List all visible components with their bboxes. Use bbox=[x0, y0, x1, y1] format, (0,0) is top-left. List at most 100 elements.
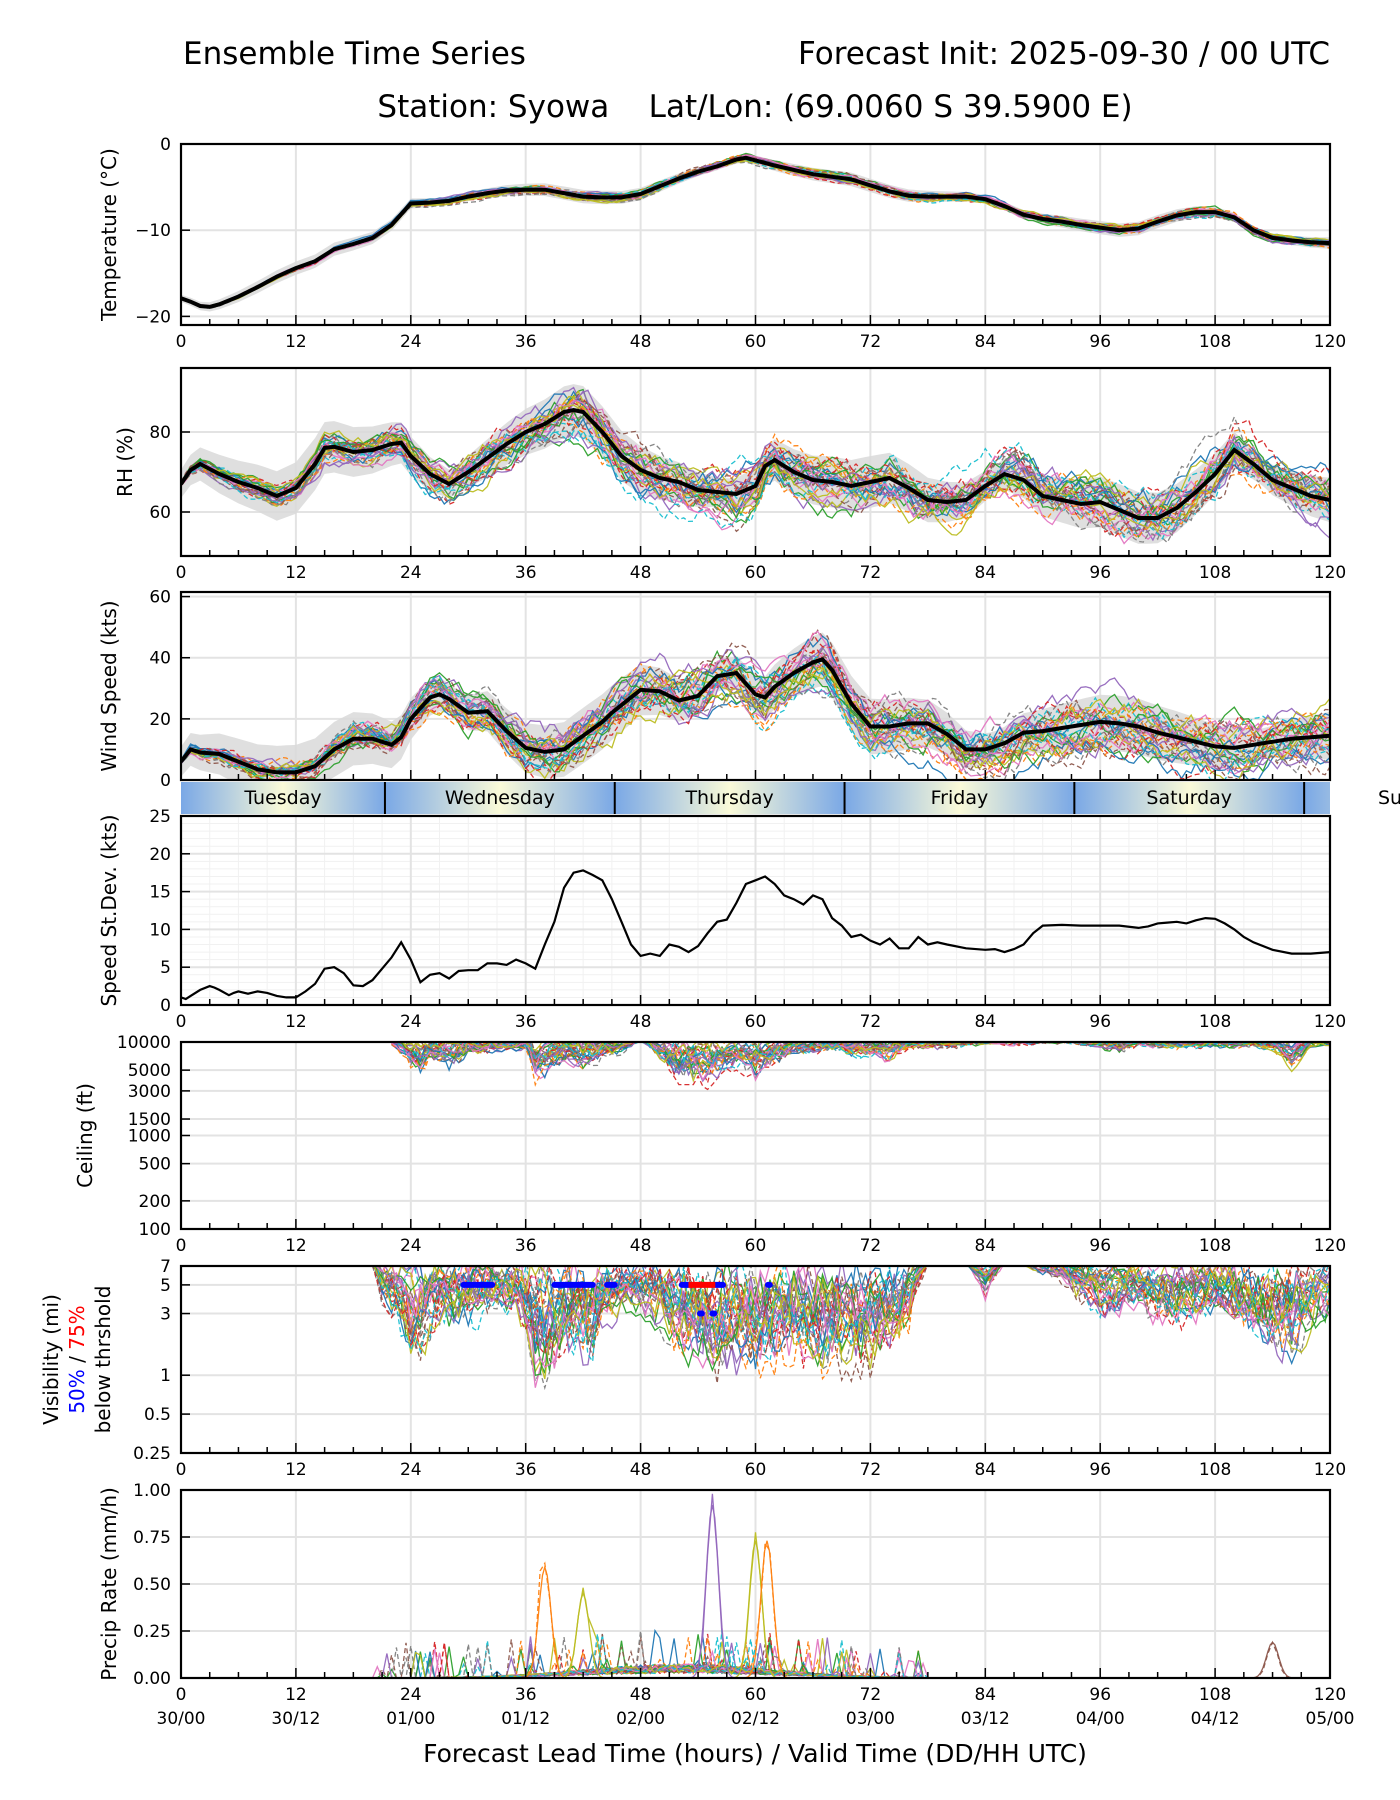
plot-area bbox=[181, 152, 1330, 312]
x-tick-label: 60 bbox=[745, 1012, 767, 1032]
ensemble-member-line bbox=[401, 1042, 1330, 1073]
y-tick-label: 60 bbox=[149, 588, 171, 608]
x-tick-label: 0 bbox=[176, 1685, 187, 1705]
x-tick-label: 36 bbox=[515, 563, 537, 583]
day-label-friday: Friday bbox=[931, 787, 989, 809]
x-tick-label: 108 bbox=[1199, 332, 1231, 352]
title-left: Ensemble Time Series bbox=[183, 36, 526, 72]
y-tick-label: 0.75 bbox=[133, 1528, 171, 1548]
precip-peak-line bbox=[683, 1504, 742, 1678]
ensemble-member-line bbox=[181, 404, 1330, 536]
y-tick-label: 500 bbox=[139, 1155, 171, 1175]
x-tick-label: 96 bbox=[1089, 1685, 1111, 1705]
y-tick-label: 5 bbox=[160, 958, 171, 978]
x-tick-label: 12 bbox=[285, 332, 307, 352]
day-label-saturday: Saturday bbox=[1146, 787, 1232, 809]
valid-time-label: 05/00 bbox=[1306, 1709, 1355, 1729]
y-tick-label: 1.00 bbox=[133, 1481, 171, 1501]
x-tick-label: 96 bbox=[1089, 332, 1111, 352]
x-tick-label: 84 bbox=[974, 1460, 996, 1480]
day-band-segment bbox=[1074, 782, 1305, 814]
x-tick-label: 96 bbox=[1089, 1460, 1111, 1480]
ensemble-member-line bbox=[181, 666, 1330, 779]
panel-wind-speed: 0 20 40 60 Wind Speed (kts) bbox=[97, 588, 1332, 791]
x-tick-label: 12 bbox=[285, 563, 307, 583]
y-tick-label: 0.50 bbox=[133, 1575, 171, 1595]
title-right: Forecast Init: 2025-09-30 / 00 UTC bbox=[798, 36, 1330, 72]
x-tick-label: 120 bbox=[1314, 563, 1346, 583]
x-tick-label: 72 bbox=[860, 563, 882, 583]
ensemble-mean-line bbox=[181, 155, 1330, 309]
x-tick-label: 48 bbox=[630, 1460, 652, 1480]
y-tick-label: 7 bbox=[160, 1257, 171, 1277]
plot-area bbox=[181, 869, 1330, 1001]
ensemble-member-line bbox=[181, 1633, 1330, 1678]
plot-area bbox=[181, 384, 1330, 545]
ensemble-member-line bbox=[391, 1042, 1306, 1082]
valid-time-label: 03/00 bbox=[846, 1709, 895, 1729]
x-tick-label: 84 bbox=[974, 1685, 996, 1705]
y-tick-label: 80 bbox=[149, 423, 171, 443]
ensemble-member-line bbox=[181, 645, 1330, 776]
x-tick-label: 12 bbox=[285, 1236, 307, 1256]
y-axis-label-threshold-desc: below thrshold bbox=[91, 1286, 115, 1434]
y-tick-label: 25 bbox=[149, 807, 171, 827]
ensemble-member-line bbox=[181, 393, 1330, 528]
x-tick-label: 96 bbox=[1089, 1012, 1111, 1032]
ensemble-member-line bbox=[391, 1042, 1323, 1087]
subtitle-station: Station: Syowa Lat/Lon: (69.0060 S 39.59… bbox=[377, 89, 1132, 125]
y-tick-label: 5000 bbox=[128, 1061, 171, 1081]
ensemble-member-line bbox=[181, 415, 1330, 528]
y-axis-label: Speed St.Dev. (kts) bbox=[97, 814, 121, 1006]
x-tick-label: 84 bbox=[974, 332, 996, 352]
x-tick-label: 12 bbox=[285, 1012, 307, 1032]
x-tick-label: 120 bbox=[1314, 1460, 1346, 1480]
x-tick-label: 60 bbox=[745, 1236, 767, 1256]
y-tick-label: 0.5 bbox=[144, 1405, 171, 1425]
x-tick-label: 24 bbox=[400, 1236, 422, 1256]
ensemble-member-line bbox=[181, 388, 1330, 539]
x-tick-label: 96 bbox=[1089, 563, 1111, 583]
y-tick-label: 0 bbox=[160, 996, 171, 1016]
day-band-segment bbox=[1304, 782, 1330, 814]
day-label-wednesday: Wednesday bbox=[445, 787, 555, 809]
ensemble-member-line bbox=[181, 416, 1330, 531]
ensemble-member-line bbox=[181, 669, 1330, 778]
y-tick-label: 100 bbox=[139, 1220, 171, 1240]
day-band-segment bbox=[844, 782, 1075, 814]
y-axis-label: Precip Rate (mm/h) bbox=[97, 1487, 121, 1681]
ensemble-mean-line bbox=[181, 407, 1330, 520]
valid-time-label: 30/00 bbox=[157, 1709, 206, 1729]
panel-rh: 60 80 0 12 24 36 48 60 72 84 96 108 120 RH (%) bbox=[113, 366, 1346, 583]
day-band-segment bbox=[181, 782, 385, 814]
day-label-thursday: Thursday bbox=[684, 787, 773, 809]
threshold-legend-part: 50% bbox=[65, 1369, 89, 1413]
x-tick-label: 12 bbox=[285, 1685, 307, 1705]
y-axis-label-threshold: 50% / 75% bbox=[65, 1305, 89, 1413]
x-tick-label: 108 bbox=[1199, 1460, 1231, 1480]
y-axis-label: Temperature (°C) bbox=[97, 148, 121, 322]
ensemble-member-line bbox=[375, 1266, 1330, 1369]
y-tick-label: 60 bbox=[149, 503, 171, 523]
x-tick-label: 36 bbox=[515, 1460, 537, 1480]
x-tick-label: 60 bbox=[745, 563, 767, 583]
x-tick-label: 108 bbox=[1199, 1012, 1231, 1032]
y-tick-label: 0.25 bbox=[133, 1622, 171, 1642]
panel-visibility: 0.25 0.5 1 3 57 0 12 24 36 48 60 72 84 96 108 120 Visibi… bbox=[39, 1257, 1346, 1480]
threshold-legend-part: 75% bbox=[65, 1305, 89, 1349]
y-tick-label: 20 bbox=[149, 845, 171, 865]
threshold-legend-part: / bbox=[65, 1350, 89, 1369]
x-tick-label: 60 bbox=[745, 1460, 767, 1480]
valid-time-label: 04/00 bbox=[1076, 1709, 1125, 1729]
y-tick-label: −20 bbox=[135, 307, 171, 327]
x-tick-label: 96 bbox=[1089, 1236, 1111, 1256]
x-tick-label: 84 bbox=[974, 1236, 996, 1256]
x-tick-label: 24 bbox=[400, 1460, 422, 1480]
y-axis-label: RH (%) bbox=[113, 427, 137, 497]
panel-speed-stdev: 0 5 10 15 20 25 0 12 24 36 48 60 72 84 96 108 120 Speed S… bbox=[97, 807, 1346, 1032]
y-axis-label: Ceiling (ft) bbox=[73, 1083, 97, 1188]
x-tick-label: 120 bbox=[1314, 1685, 1346, 1705]
ensemble-member-line bbox=[181, 661, 1330, 780]
x-tick-label: 36 bbox=[515, 1012, 537, 1032]
